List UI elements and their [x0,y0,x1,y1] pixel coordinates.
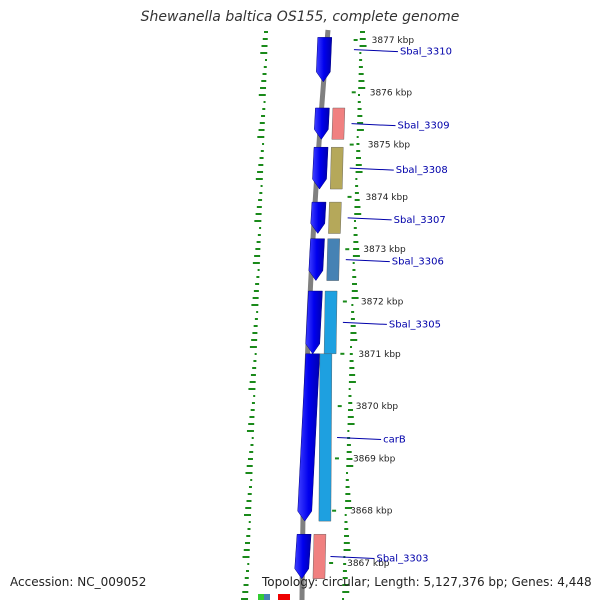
cog-box[interactable] [330,147,344,190]
gene-label-line [349,167,394,171]
cog-box[interactable] [312,534,327,579]
gene-label[interactable]: Sbal_3303 [376,553,428,564]
topology-text: Topology: circular; Length: 5,127,376 bp… [262,575,592,589]
gene-label-line [330,555,375,559]
gene-label-line [342,321,387,325]
cog-box[interactable] [326,238,340,281]
gene-label[interactable]: carB [383,434,406,445]
cds-arrow[interactable] [305,290,323,355]
ruler-tick-label: 3872 kbp [361,298,404,308]
gene-label-line [337,436,382,440]
cog-box[interactable] [331,107,346,140]
ruler-tick-label: 3877 kbp [372,36,415,46]
ruler-tick-label: 3875 kbp [368,141,411,151]
ruler-tick-label: 3874 kbp [366,193,409,203]
cds-arrow[interactable] [316,37,333,83]
gene-label-line [345,259,390,263]
gene-labels: Sbal_3310 Sbal_3309 Sbal_3308 Sbal_3307 Sbal… [330,47,452,564]
ruler-tick-label: 3867 kbp [347,559,390,569]
ruler-ticks: 3877 kbp 3876 kbp 3875 kbp 3874 kbp 3873 kbp… [329,36,414,569]
gene-label-line [353,49,398,53]
gene-label[interactable]: Sbal_3307 [394,215,446,226]
legend-strip [258,594,290,600]
gene-label[interactable]: Sbal_3310 [400,47,452,58]
ruler-tick-label: 3876 kbp [370,88,413,98]
gene-label-line [351,123,396,127]
gene-label[interactable]: Sbal_3309 [398,121,450,132]
ruler-tick-label: 3869 kbp [353,454,396,464]
gene-label-line [347,217,392,221]
cds-arrow[interactable] [297,353,320,522]
genes-layer [294,37,346,580]
gene-label[interactable]: Sbal_3305 [389,319,441,330]
ruler-tick-label: 3871 kbp [358,350,401,360]
ruler-tick-label: 3873 kbp [363,245,406,255]
cog-box[interactable] [323,290,338,354]
accession-text: Accession: NC_009052 [10,575,147,589]
cog-box[interactable] [318,353,333,522]
gc-content-tracks [241,31,367,600]
ruler-tick-label: 3868 kbp [350,507,393,517]
cds-arrow[interactable] [314,107,330,140]
cds-arrow[interactable] [294,533,312,580]
cds-arrow[interactable] [310,201,327,234]
cds-arrow[interactable] [308,238,325,282]
gene-label[interactable]: Sbal_3306 [392,257,444,268]
ruler-tick-label: 3870 kbp [356,402,399,412]
cds-arrow[interactable] [312,146,329,190]
cog-box[interactable] [328,201,342,234]
map-title: Shewanella baltica OS155, complete genom… [140,9,460,25]
gene-label[interactable]: Sbal_3308 [396,165,448,176]
